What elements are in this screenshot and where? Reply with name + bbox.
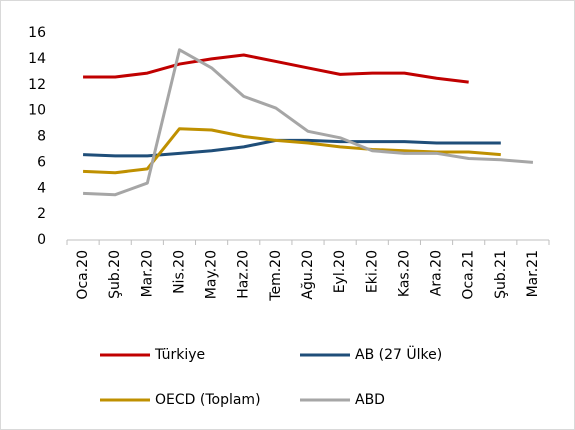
y-tick-label: 4 <box>37 180 46 196</box>
y-tick-label: 0 <box>37 232 46 248</box>
x-tick-label: Nis.20 <box>171 250 187 294</box>
y-tick-label: 16 <box>28 25 46 41</box>
y-tick-label: 14 <box>28 51 46 67</box>
x-tick-label: Oca.21 <box>461 250 477 300</box>
x-tick-label: Mar.20 <box>139 250 155 297</box>
x-tick-label: Ağu.20 <box>300 250 316 300</box>
x-tick-label: May.20 <box>204 250 220 299</box>
x-tick-label: Tem.20 <box>268 250 284 302</box>
y-tick-label: 12 <box>28 77 46 93</box>
series-line <box>83 48 534 197</box>
x-tick-label: Haz.20 <box>236 250 252 299</box>
x-tick-label: Şub.21 <box>493 250 509 299</box>
legend-label: AB (27 Ülke) <box>355 345 442 363</box>
x-tick-label: Ara.20 <box>429 250 445 296</box>
x-tick-label: Şub.20 <box>107 250 123 299</box>
series-line <box>83 53 469 84</box>
x-tick-label: Oca.20 <box>75 250 91 300</box>
legend-label: OECD (Toplam) <box>155 392 261 408</box>
y-tick-label: 6 <box>37 154 46 170</box>
y-tick-label: 8 <box>37 129 46 145</box>
x-tick-label: Mar.21 <box>525 250 541 297</box>
y-tick-label: 10 <box>28 103 46 119</box>
x-tick-label: Eki.20 <box>364 250 380 293</box>
legend-label: Türkiye <box>154 347 205 363</box>
x-tick-label: Eyl.20 <box>332 250 348 293</box>
y-tick-label: 2 <box>37 206 46 222</box>
legend-label: ABD <box>355 392 385 408</box>
x-tick-label: Kas.20 <box>396 250 412 297</box>
